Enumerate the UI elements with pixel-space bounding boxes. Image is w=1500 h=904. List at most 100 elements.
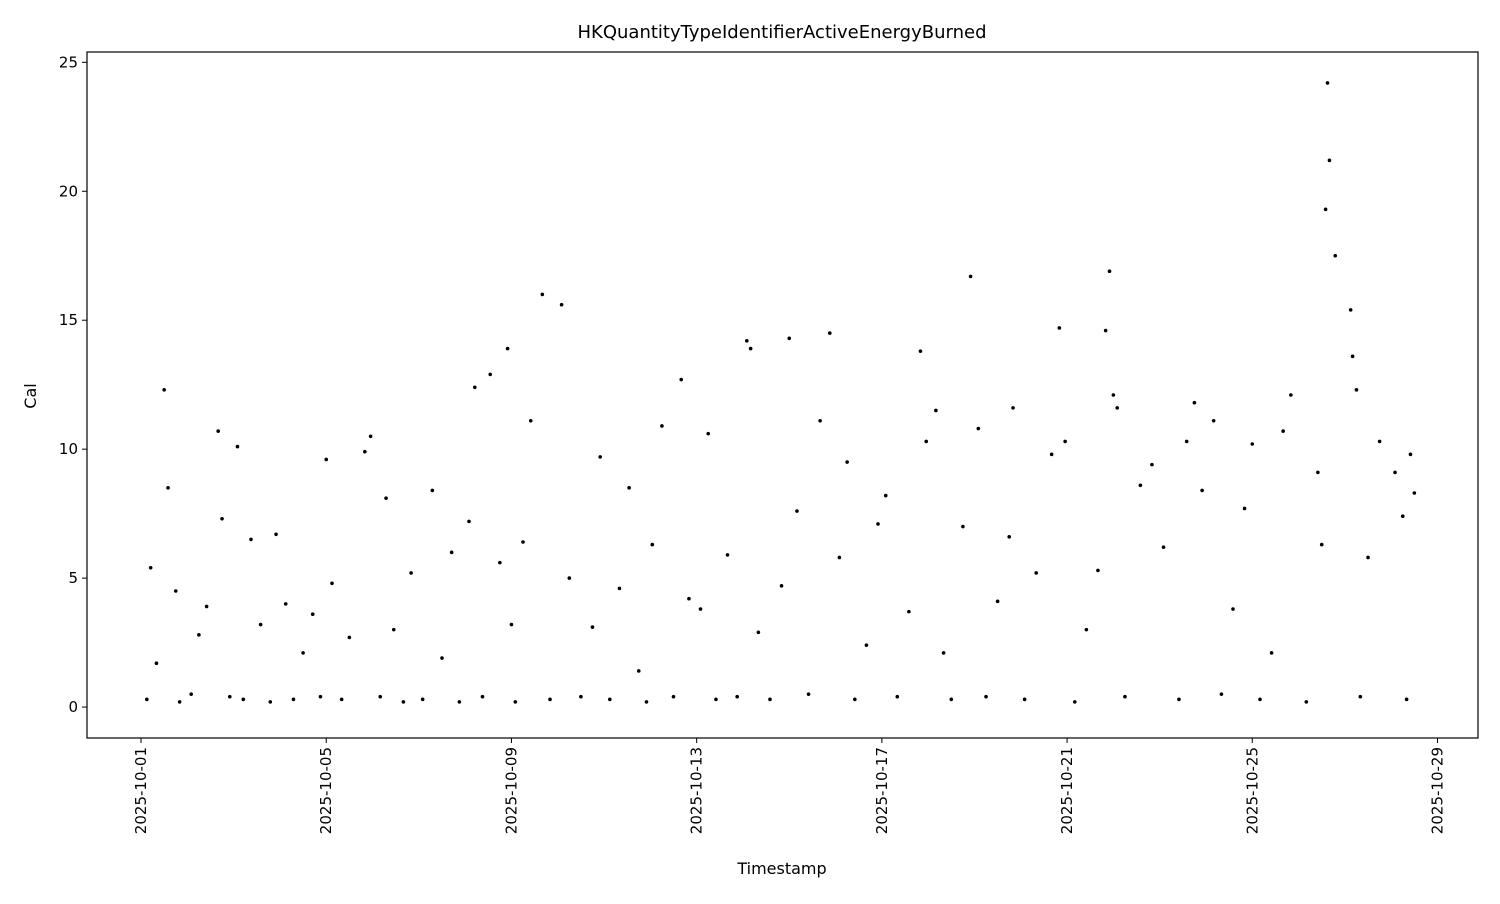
point <box>430 488 435 493</box>
point <box>1366 555 1370 560</box>
point <box>853 697 857 702</box>
point <box>1304 700 1309 704</box>
point <box>1211 418 1216 423</box>
point <box>976 426 981 431</box>
point <box>472 385 477 390</box>
point <box>827 331 832 335</box>
point <box>1250 442 1255 446</box>
point <box>173 589 178 593</box>
point <box>420 697 425 702</box>
point <box>706 431 711 436</box>
point <box>924 439 929 444</box>
point <box>787 336 792 341</box>
point <box>617 586 622 591</box>
y-tick-label: 20 <box>59 182 78 200</box>
point <box>457 700 462 704</box>
point <box>301 651 305 655</box>
point <box>197 633 201 637</box>
point <box>1063 439 1067 444</box>
point <box>1049 452 1054 457</box>
point <box>608 697 612 702</box>
point <box>806 692 811 696</box>
point <box>378 694 383 699</box>
point <box>1072 700 1077 704</box>
point <box>1219 692 1224 696</box>
point <box>384 496 388 500</box>
chart-title: HKQuantityTypeIdentifierActiveEnergyBurn… <box>578 22 987 43</box>
point <box>1325 81 1330 85</box>
point <box>671 694 676 699</box>
y-tick-label: 0 <box>68 698 78 716</box>
x-tick-label: 2025-10-25 <box>1243 747 1261 834</box>
point <box>291 697 296 702</box>
point <box>1319 542 1324 547</box>
point <box>1350 354 1355 359</box>
point <box>837 555 842 560</box>
point <box>268 700 273 704</box>
point <box>154 661 159 666</box>
point <box>1007 535 1011 539</box>
point <box>1192 400 1197 405</box>
point <box>735 694 739 699</box>
point <box>449 550 454 555</box>
point <box>1138 483 1143 488</box>
point <box>1354 388 1359 392</box>
point <box>714 697 718 702</box>
point <box>795 509 799 513</box>
point <box>918 349 923 353</box>
x-tick-label: 2025-10-21 <box>1058 747 1076 834</box>
point <box>1231 607 1235 611</box>
point <box>1084 627 1089 632</box>
point <box>779 584 784 588</box>
point <box>934 408 938 413</box>
point <box>1412 491 1417 495</box>
point <box>1408 452 1413 457</box>
point <box>725 553 730 557</box>
point <box>528 418 533 423</box>
point <box>895 694 900 699</box>
point <box>513 700 518 704</box>
point <box>1377 439 1382 444</box>
point <box>488 372 493 377</box>
point <box>941 651 946 655</box>
point <box>1184 439 1189 444</box>
point <box>1103 328 1108 333</box>
point <box>579 694 583 699</box>
point <box>283 602 288 606</box>
point <box>368 434 373 439</box>
point <box>1348 308 1353 312</box>
point <box>498 560 502 565</box>
point <box>559 302 564 307</box>
point <box>984 694 988 699</box>
point <box>968 274 973 279</box>
x-axis-label: Timestamp <box>736 859 826 878</box>
point <box>1161 545 1166 549</box>
point <box>540 292 545 297</box>
point <box>227 694 232 699</box>
point <box>1333 253 1338 258</box>
point <box>1281 429 1285 433</box>
x-tick-label: 2025-10-13 <box>688 747 706 834</box>
point <box>310 612 315 617</box>
point <box>249 537 253 542</box>
point <box>189 692 193 696</box>
point <box>1034 571 1038 575</box>
point <box>274 532 278 537</box>
y-tick-label: 5 <box>68 569 78 587</box>
point <box>876 522 880 526</box>
point <box>1258 697 1262 702</box>
point <box>1150 462 1154 467</box>
point <box>467 519 471 524</box>
point <box>148 565 153 570</box>
point <box>745 339 749 343</box>
point <box>1111 393 1116 397</box>
point <box>505 346 510 351</box>
point <box>1057 326 1062 330</box>
point <box>598 455 602 459</box>
x-tick-label: 2025-10-01 <box>132 747 150 834</box>
point <box>241 697 246 702</box>
point <box>818 418 822 423</box>
point <box>698 607 703 611</box>
point <box>1404 697 1409 702</box>
